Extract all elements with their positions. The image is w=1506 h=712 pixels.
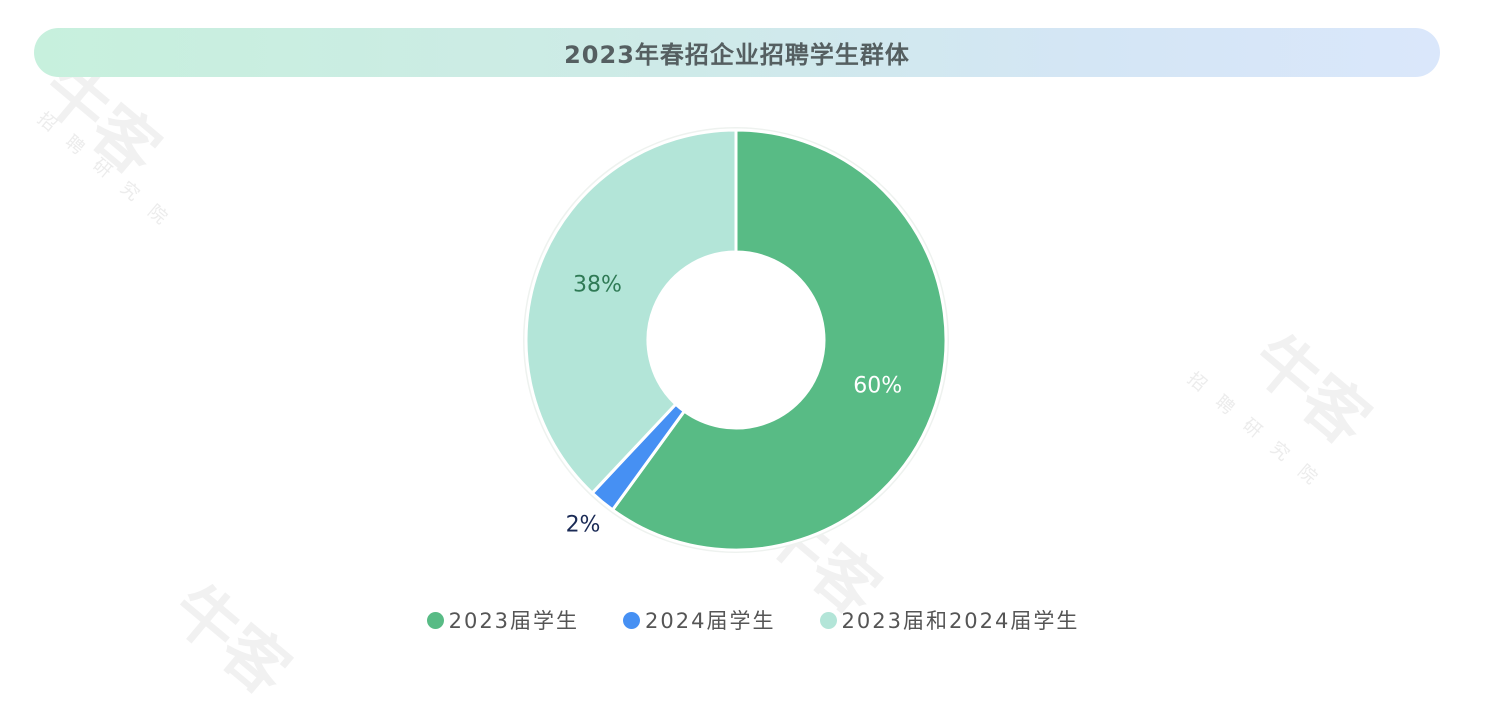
legend-label-2: 2023届和2024届学生	[841, 609, 1080, 633]
chart-title: 2023年春招企业招聘学生群体	[564, 41, 910, 69]
donut-slice-2	[524, 128, 738, 496]
legend-swatch-1	[623, 611, 641, 629]
legend-item-0: 2023届学生	[426, 605, 580, 635]
slice-label-0: 60%	[853, 374, 902, 399]
legend-label-0: 2023届学生	[448, 609, 580, 633]
legend-item-2: 2023届和2024届学生	[819, 605, 1080, 635]
legend-label-1: 2024届学生	[645, 609, 776, 633]
chart-title-bar: 2023年春招企业招聘学生群体	[34, 28, 1440, 77]
legend-swatch-0	[426, 611, 444, 629]
chart-legend: 2023届学生 2024届学生 2023届和2024届学生	[0, 605, 1506, 635]
donut-slice-0	[610, 128, 948, 552]
slice-label-1: 2%	[566, 512, 601, 537]
slice-label-2: 38%	[573, 273, 622, 298]
donut-labels: 60% 2% 38%	[566, 273, 903, 538]
donut-slices	[523, 127, 949, 553]
legend-item-1: 2024届学生	[623, 605, 775, 635]
legend-swatch-2	[819, 611, 837, 629]
donut-chart: 60% 2% 38%	[523, 127, 949, 553]
donut-outer-ring	[523, 127, 949, 553]
